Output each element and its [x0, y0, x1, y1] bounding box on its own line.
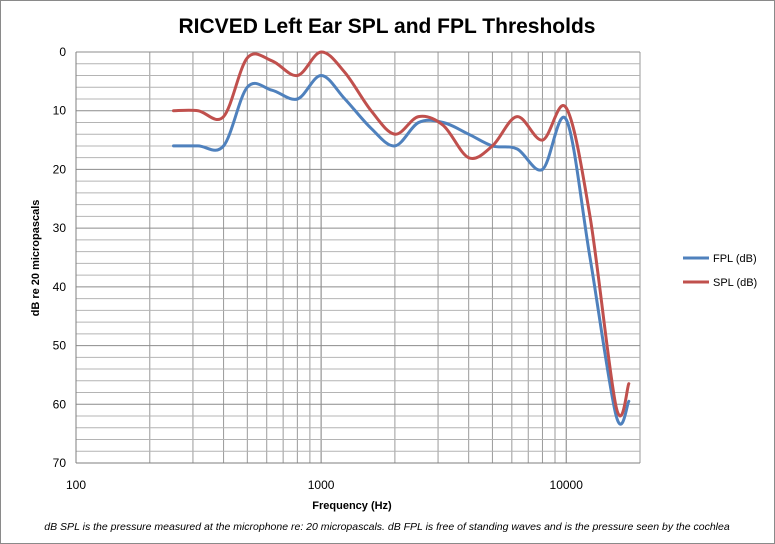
legend-label: FPL (dB) — [713, 253, 757, 265]
y-tick-label: 70 — [53, 456, 67, 470]
y-tick-label: 60 — [53, 397, 67, 411]
series-line-spl-db — [172, 50, 631, 418]
series-line-fpl-db — [172, 74, 631, 426]
y-tick-label: 20 — [53, 162, 67, 176]
tick-labels: 0 10 20 30 40 50 60 70 100 1000 10000 — [53, 45, 584, 492]
x-tick-label: 10000 — [550, 478, 584, 492]
y-tick-label: 10 — [53, 104, 67, 118]
plot-area — [76, 52, 640, 463]
y-tick-label: 0 — [59, 45, 66, 59]
x-tick-label: 100 — [66, 478, 86, 492]
y-axis-title: dB re 20 micropascals — [30, 200, 42, 317]
grid-layer — [75, 51, 641, 464]
legend-label: SPL (dB) — [713, 277, 757, 289]
y-tick-label: 40 — [53, 280, 67, 294]
x-axis-title: Frequency (Hz) — [312, 500, 392, 512]
footnote: dB SPL is the pressure measured at the m… — [44, 521, 730, 533]
series-layer — [172, 50, 631, 426]
chart-title: RICVED Left Ear SPL and FPL Thresholds — [179, 15, 596, 38]
x-tick-label: 1000 — [308, 478, 335, 492]
y-tick-label: 50 — [53, 339, 67, 353]
legend: FPL (dB) SPL (dB) — [683, 253, 757, 289]
y-tick-label: 30 — [53, 221, 67, 235]
